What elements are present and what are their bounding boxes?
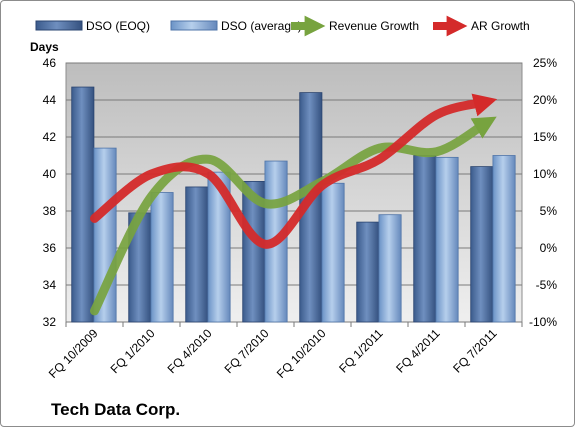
y-tick-label: 42 <box>43 130 57 144</box>
x-tick-label: FQ 7/2010 <box>222 326 272 376</box>
y-tick-label: 46 <box>43 56 57 70</box>
legend-item: DSO (EOQ) <box>35 19 150 33</box>
y-tick-label: 40 <box>43 167 57 181</box>
x-tick-label: FQ 10/2009 <box>46 326 101 381</box>
bar-dso-eoq <box>71 86 95 323</box>
y2-tick-label: 25% <box>533 56 557 70</box>
legend-swatch <box>170 20 218 31</box>
legend-label: DSO (EOQ) <box>86 19 150 33</box>
y-tick-label: 34 <box>43 278 57 292</box>
x-tick-label: FQ 10/2010 <box>274 326 329 381</box>
y-axis-title: Days <box>30 40 59 54</box>
legend-item: DSO (average) <box>170 19 302 33</box>
bar-dso-average <box>207 171 231 323</box>
y2-tick-label: 5% <box>540 204 558 218</box>
bar-dso-average <box>378 214 402 323</box>
bar-dso-average <box>492 155 516 323</box>
x-tick-label: FQ 1/2011 <box>336 326 386 376</box>
y2-tick-label: 10% <box>533 167 557 181</box>
x-axis-ticks: FQ 10/2009 FQ 1/2010 FQ 4/2010 FQ 7/2010 FQ … <box>46 322 523 381</box>
y2-tick-label: 0% <box>540 241 558 255</box>
bar-dso-eoq <box>413 155 437 323</box>
legend-label: Revenue Growth <box>329 19 419 33</box>
left-axis-ticks: 32 34 36 38 40 42 44 46 <box>43 56 57 329</box>
growth-lines <box>90 93 498 316</box>
y2-tick-label: 15% <box>533 130 557 144</box>
y-tick-label: 38 <box>43 204 57 218</box>
bar-dso-eoq <box>470 166 494 323</box>
chart-title: Tech Data Corp. <box>51 400 180 419</box>
legend-label: DSO (average) <box>221 19 302 33</box>
ar-growth-line <box>90 93 498 249</box>
legend-item: AR Growth <box>433 15 530 37</box>
bar-dso-average <box>321 182 345 323</box>
legend: DSO (EOQ) DSO (average) Revenue Growth AR G… <box>35 15 530 37</box>
y-tick-label: 36 <box>43 241 57 255</box>
y2-tick-label: 20% <box>533 93 557 107</box>
legend-item: Revenue Growth <box>291 15 419 37</box>
bar-dso-eoq <box>185 186 209 323</box>
x-tick-label: FQ 4/2011 <box>393 326 443 376</box>
legend-swatch <box>35 20 83 31</box>
right-axis-ticks: -10% -5% 0% 5% 10% 15% 20% 25% <box>529 56 557 329</box>
x-tick-label: FQ 1/2010 <box>108 326 158 376</box>
bar-dso-eoq <box>356 221 380 323</box>
x-tick-label: FQ 4/2010 <box>165 326 215 376</box>
x-tick-label: FQ 7/2011 <box>450 326 500 376</box>
bar-dso-average <box>435 156 459 323</box>
bar-dso-average <box>150 192 174 323</box>
y-tick-label: 32 <box>43 315 57 329</box>
y-tick-label: 44 <box>43 93 57 107</box>
y2-tick-label: -10% <box>529 315 557 329</box>
legend-label: AR Growth <box>471 19 530 33</box>
y2-tick-label: -5% <box>536 278 558 292</box>
